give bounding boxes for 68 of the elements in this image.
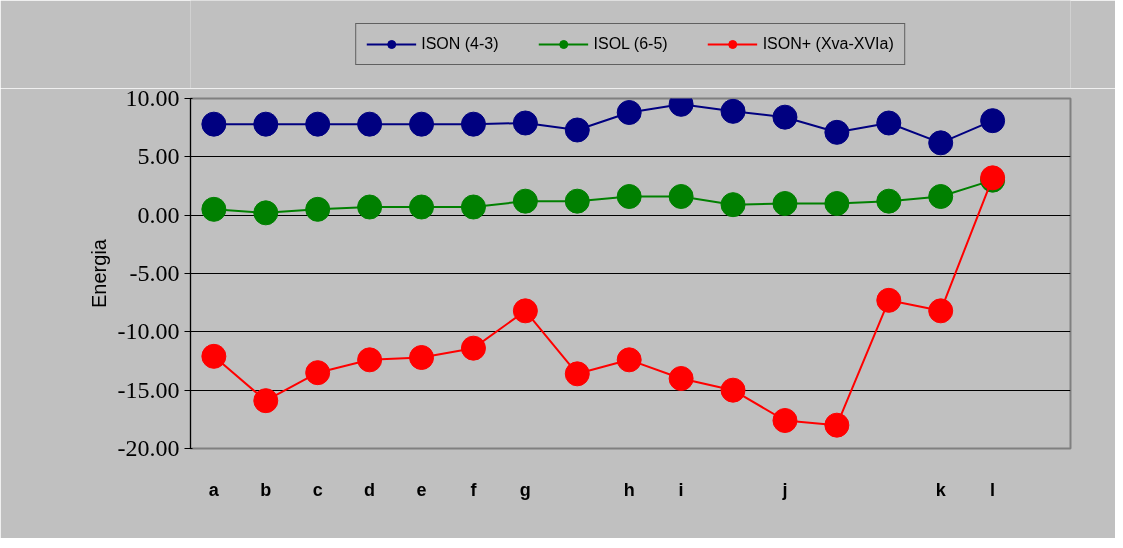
point: [668, 184, 694, 209]
x-tick-label: c: [312, 479, 323, 500]
y-tick-label: 10.00: [125, 85, 180, 111]
y-tick-label: -5.00: [129, 260, 180, 286]
x-tick-label: d: [364, 479, 376, 500]
point: [824, 412, 850, 438]
point: [409, 111, 435, 137]
point: [616, 347, 642, 373]
point: [253, 111, 279, 137]
point: [460, 194, 486, 220]
x-tick-label: e: [416, 479, 427, 500]
x-tick-label: b: [260, 479, 272, 500]
point: [201, 343, 227, 369]
point: [928, 184, 954, 209]
point: [201, 111, 227, 137]
x-tick-label: a: [208, 479, 220, 500]
point: [824, 191, 850, 216]
x-tick-label: i: [678, 479, 684, 500]
point: [357, 111, 383, 137]
x-tick-label: h: [623, 479, 635, 500]
point: [512, 188, 538, 214]
point: [305, 196, 331, 222]
point: [409, 194, 435, 220]
point: [876, 188, 902, 214]
point: [305, 111, 331, 137]
point: [512, 110, 538, 136]
point: [772, 104, 798, 130]
point: [928, 130, 954, 156]
point: [772, 408, 798, 433]
point: [928, 298, 954, 324]
y-tick-label: -10.00: [117, 318, 180, 345]
x-tick-label: f: [470, 479, 478, 500]
point: [980, 108, 1006, 134]
y-axis-title: Energia: [87, 238, 110, 308]
point: [357, 347, 383, 373]
point: [720, 192, 746, 218]
x-tick-label: k: [935, 479, 947, 500]
point: [876, 110, 902, 136]
point: [720, 377, 746, 403]
legend-label: ISON+ (Xva-XVIa): [762, 35, 894, 53]
legend-label: ISOL (6-5): [593, 35, 668, 53]
x-tick-label: l: [990, 479, 996, 500]
y-tick-label: -15.00: [117, 376, 180, 403]
point: [564, 188, 590, 214]
point: [253, 200, 279, 226]
point: [460, 335, 486, 361]
point: [876, 287, 902, 313]
point: [616, 184, 642, 209]
point: [668, 366, 694, 391]
point: [201, 196, 227, 222]
point: [772, 191, 798, 216]
point: [512, 298, 538, 324]
point: [824, 119, 850, 145]
point: [305, 360, 331, 386]
legend-label: ISON (4-3): [421, 35, 499, 53]
y-tick-label: 0.00: [137, 201, 180, 228]
point: [409, 345, 435, 370]
x-tick-label: j: [781, 479, 788, 500]
point: [357, 194, 383, 220]
point: [460, 111, 486, 137]
y-tick-label: -20.00: [117, 435, 180, 461]
point: [253, 388, 279, 414]
point: [564, 117, 590, 143]
point: [616, 100, 642, 125]
point: [720, 98, 746, 124]
x-tick-label: g: [519, 479, 531, 500]
point: [564, 361, 590, 387]
y-tick-label: 5.00: [137, 143, 180, 170]
